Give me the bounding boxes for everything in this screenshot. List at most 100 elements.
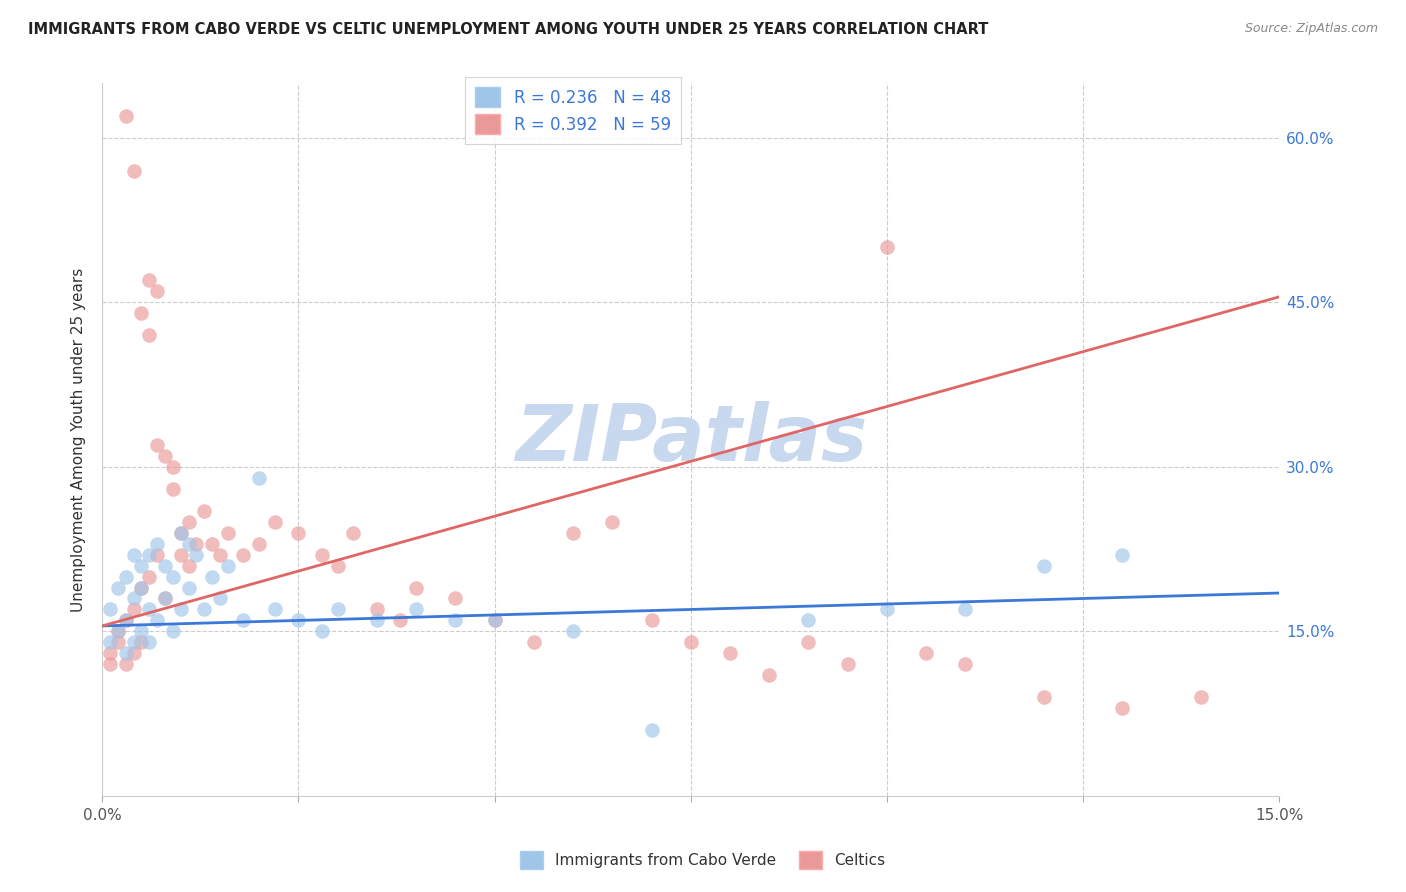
- Point: [217, 558, 239, 573]
- Point: [523, 635, 546, 649]
- Point: [208, 548, 231, 562]
- Point: [758, 668, 780, 682]
- Point: [170, 525, 193, 540]
- Point: [444, 591, 467, 606]
- Point: [138, 548, 160, 562]
- Point: [146, 536, 169, 550]
- Point: [162, 459, 184, 474]
- Point: [326, 602, 349, 616]
- Point: [208, 591, 231, 606]
- Point: [326, 558, 349, 573]
- Point: [162, 569, 184, 583]
- Point: [247, 471, 270, 485]
- Point: [263, 602, 285, 616]
- Legend: Immigrants from Cabo Verde, Celtics: Immigrants from Cabo Verde, Celtics: [515, 845, 891, 875]
- Point: [287, 525, 309, 540]
- Point: [107, 635, 129, 649]
- Point: [263, 515, 285, 529]
- Point: [138, 635, 160, 649]
- Point: [146, 285, 169, 299]
- Point: [122, 163, 145, 178]
- Text: ZIPatlas: ZIPatlas: [515, 401, 868, 477]
- Point: [114, 614, 136, 628]
- Point: [170, 548, 193, 562]
- Point: [177, 558, 200, 573]
- Point: [170, 602, 193, 616]
- Point: [131, 581, 153, 595]
- Point: [217, 525, 239, 540]
- Point: [640, 723, 662, 738]
- Point: [1111, 548, 1133, 562]
- Point: [915, 646, 938, 660]
- Point: [876, 240, 898, 254]
- Point: [146, 548, 169, 562]
- Point: [131, 635, 153, 649]
- Point: [177, 515, 200, 529]
- Point: [114, 646, 136, 660]
- Point: [122, 635, 145, 649]
- Point: [138, 328, 160, 343]
- Point: [153, 558, 176, 573]
- Point: [107, 624, 129, 639]
- Point: [193, 504, 215, 518]
- Point: [162, 482, 184, 496]
- Point: [405, 602, 427, 616]
- Point: [162, 624, 184, 639]
- Point: [131, 581, 153, 595]
- Point: [153, 449, 176, 463]
- Point: [177, 581, 200, 595]
- Point: [342, 525, 364, 540]
- Point: [131, 306, 153, 320]
- Point: [876, 602, 898, 616]
- Point: [122, 646, 145, 660]
- Point: [311, 624, 333, 639]
- Point: [122, 548, 145, 562]
- Point: [1189, 690, 1212, 705]
- Point: [837, 657, 859, 672]
- Point: [122, 602, 145, 616]
- Point: [600, 515, 623, 529]
- Point: [718, 646, 741, 660]
- Point: [562, 525, 585, 540]
- Point: [797, 635, 820, 649]
- Legend: R = 0.236   N = 48, R = 0.392   N = 59: R = 0.236 N = 48, R = 0.392 N = 59: [465, 77, 681, 145]
- Point: [484, 614, 506, 628]
- Point: [1111, 701, 1133, 715]
- Point: [114, 614, 136, 628]
- Point: [366, 602, 388, 616]
- Point: [287, 614, 309, 628]
- Point: [366, 614, 388, 628]
- Point: [138, 569, 160, 583]
- Point: [640, 614, 662, 628]
- Point: [484, 614, 506, 628]
- Point: [232, 614, 254, 628]
- Point: [138, 273, 160, 287]
- Point: [107, 624, 129, 639]
- Point: [562, 624, 585, 639]
- Point: [153, 591, 176, 606]
- Point: [98, 646, 121, 660]
- Point: [193, 602, 215, 616]
- Point: [114, 569, 136, 583]
- Point: [131, 558, 153, 573]
- Text: IMMIGRANTS FROM CABO VERDE VS CELTIC UNEMPLOYMENT AMONG YOUTH UNDER 25 YEARS COR: IMMIGRANTS FROM CABO VERDE VS CELTIC UNE…: [28, 22, 988, 37]
- Point: [389, 614, 412, 628]
- Point: [679, 635, 702, 649]
- Point: [170, 525, 193, 540]
- Point: [114, 109, 136, 123]
- Point: [146, 438, 169, 452]
- Point: [114, 657, 136, 672]
- Point: [122, 591, 145, 606]
- Point: [98, 602, 121, 616]
- Point: [153, 591, 176, 606]
- Point: [177, 536, 200, 550]
- Y-axis label: Unemployment Among Youth under 25 years: Unemployment Among Youth under 25 years: [72, 268, 86, 612]
- Point: [405, 581, 427, 595]
- Point: [247, 536, 270, 550]
- Point: [311, 548, 333, 562]
- Point: [146, 614, 169, 628]
- Point: [1032, 558, 1054, 573]
- Point: [131, 624, 153, 639]
- Point: [797, 614, 820, 628]
- Point: [98, 635, 121, 649]
